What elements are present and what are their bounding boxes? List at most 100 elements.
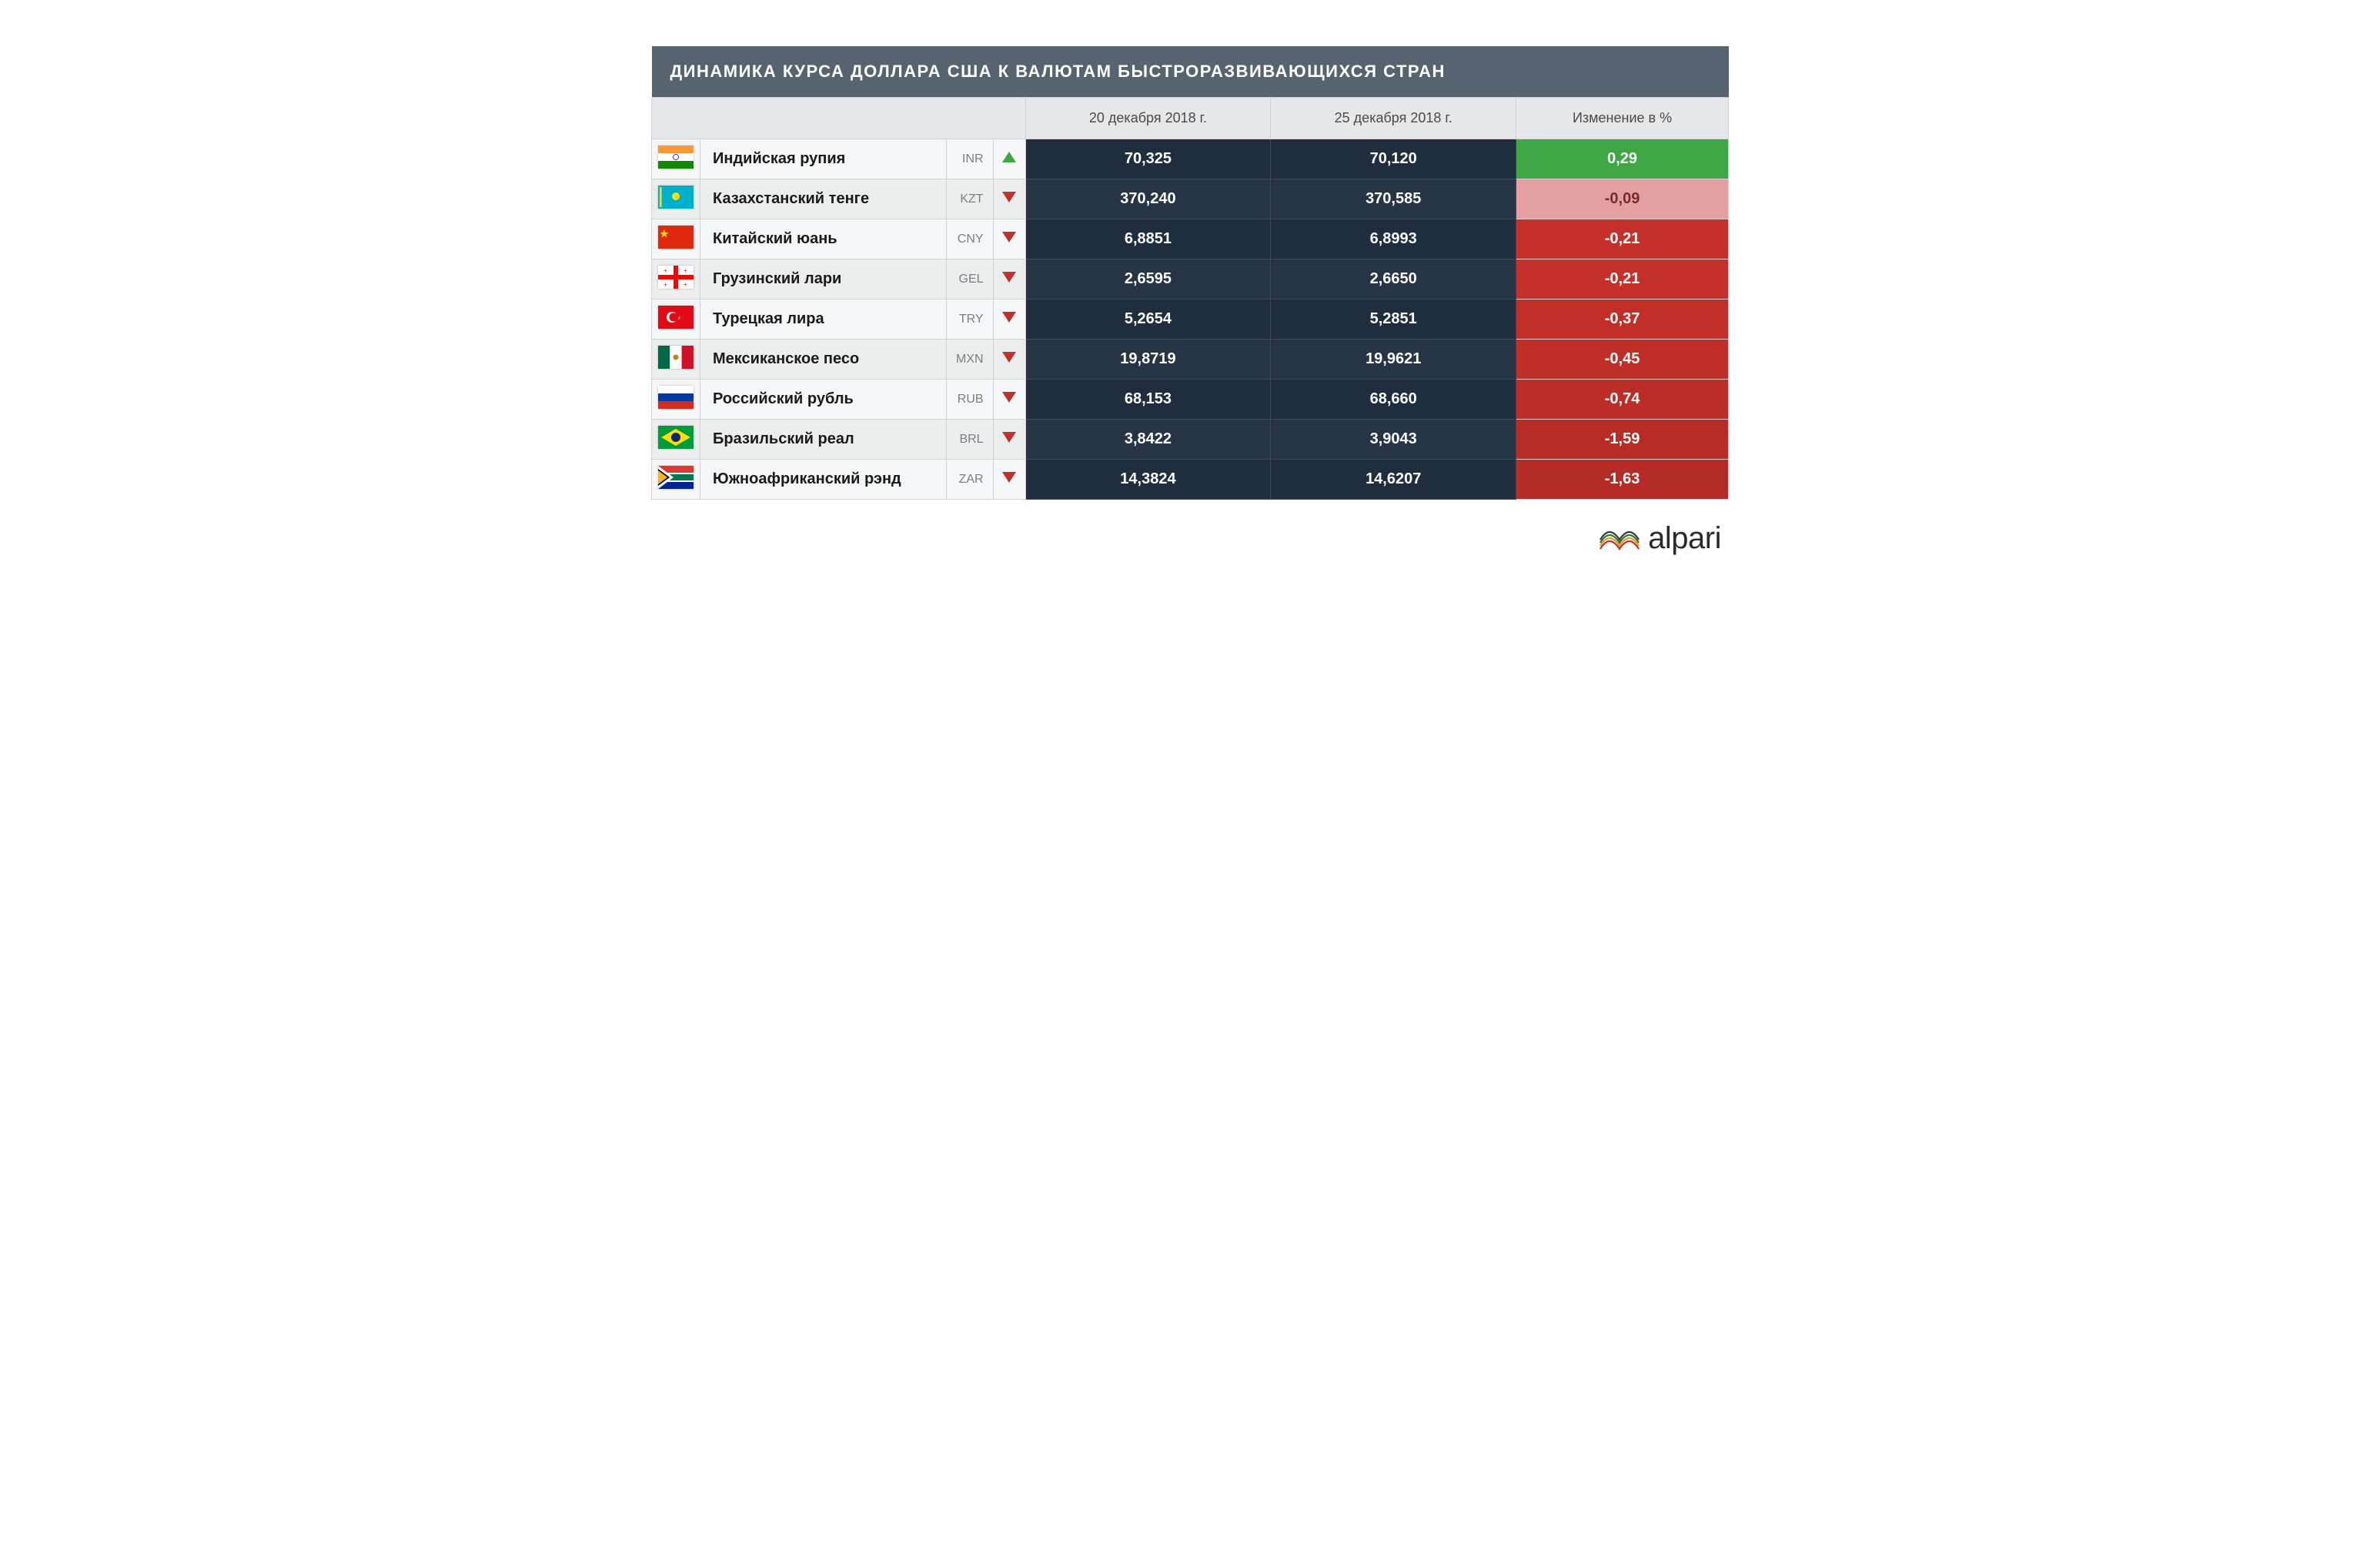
change-percent: -0,37 xyxy=(1516,299,1729,340)
trend-cell xyxy=(993,380,1025,420)
svg-text:+: + xyxy=(664,281,667,288)
arrow-down-icon xyxy=(1002,232,1016,243)
table-header-row: 20 декабря 2018 г. 25 декабря 2018 г. Из… xyxy=(652,98,1729,139)
china-flag-icon xyxy=(658,226,694,249)
currency-name: Казахстанский тенге xyxy=(700,179,947,219)
table-title: ДИНАМИКА КУРСА ДОЛЛАРА США К ВАЛЮТАМ БЫС… xyxy=(652,46,1729,98)
trend-cell xyxy=(993,460,1025,500)
currency-name: Турецкая лира xyxy=(700,299,947,340)
flag-cell xyxy=(652,299,700,340)
table-row: Южноафриканский рэндZAR14,382414,6207-1,… xyxy=(652,460,1729,500)
currency-code: RUB xyxy=(947,380,994,420)
alpari-logo-icon xyxy=(1599,524,1640,554)
header-blank xyxy=(652,98,1026,139)
currency-name: Бразильский реал xyxy=(700,420,947,460)
flag-cell xyxy=(652,179,700,219)
currency-name: Грузинский лари xyxy=(700,259,947,299)
currency-rates-table: ДИНАМИКА КУРСА ДОЛЛАРА США К ВАЛЮТАМ БЫС… xyxy=(651,46,1729,500)
currency-code: INR xyxy=(947,139,994,179)
trend-cell xyxy=(993,259,1025,299)
table-row: Китайский юаньCNY 6,88516,8993-0,21 xyxy=(652,219,1729,259)
value-date1: 14,3824 xyxy=(1025,460,1271,500)
currency-code: BRL xyxy=(947,420,994,460)
arrow-down-icon xyxy=(1002,192,1016,202)
change-percent: 0,29 xyxy=(1516,139,1729,179)
change-percent: -0,21 xyxy=(1516,219,1729,259)
value-date2: 3,9043 xyxy=(1271,420,1516,460)
mexico-flag-icon xyxy=(658,346,694,369)
trend-cell xyxy=(993,219,1025,259)
arrow-down-icon xyxy=(1002,312,1016,323)
trend-cell xyxy=(993,420,1025,460)
turkey-flag-icon xyxy=(658,306,694,329)
change-percent: -0,45 xyxy=(1516,340,1729,380)
value-date2: 6,8993 xyxy=(1271,219,1516,259)
flag-cell: + + + + xyxy=(652,259,700,299)
change-percent: -1,63 xyxy=(1516,460,1729,500)
arrow-down-icon xyxy=(1002,432,1016,443)
table-card: ДИНАМИКА КУРСА ДОЛЛАРА США К ВАЛЮТАМ БЫС… xyxy=(651,46,1729,557)
brand-footer: alpari xyxy=(651,521,1729,557)
table-row: Бразильский реалBRL 3,84223,9043-1,59 xyxy=(652,420,1729,460)
arrow-down-icon xyxy=(1002,352,1016,363)
value-date1: 5,2654 xyxy=(1025,299,1271,340)
currency-code: GEL xyxy=(947,259,994,299)
table-row: Турецкая лираTRY5,26545,2851-0,37 xyxy=(652,299,1729,340)
value-date1: 370,240 xyxy=(1025,179,1271,219)
arrow-down-icon xyxy=(1002,472,1016,483)
value-date1: 68,153 xyxy=(1025,380,1271,420)
value-date1: 70,325 xyxy=(1025,139,1271,179)
currency-code: KZT xyxy=(947,179,994,219)
change-percent: -0,21 xyxy=(1516,259,1729,299)
value-date1: 6,8851 xyxy=(1025,219,1271,259)
table-row: Мексиканское песоMXN 19,871919,9621-0,45 xyxy=(652,340,1729,380)
flag-cell xyxy=(652,219,700,259)
value-date2: 370,585 xyxy=(1271,179,1516,219)
india-flag-icon xyxy=(658,146,694,169)
header-change: Изменение в % xyxy=(1516,98,1729,139)
table-row: Российский рубльRUB 68,15368,660-0,74 xyxy=(652,380,1729,420)
currency-code: MXN xyxy=(947,340,994,380)
table-row: Индийская рупияINR 70,32570,1200,29 xyxy=(652,139,1729,179)
flag-cell xyxy=(652,460,700,500)
svg-text:+: + xyxy=(664,267,667,274)
currency-name: Индийская рупия xyxy=(700,139,947,179)
brand-name: alpari xyxy=(1648,521,1721,556)
flag-cell xyxy=(652,340,700,380)
currency-name: Российский рубль xyxy=(700,380,947,420)
trend-cell xyxy=(993,299,1025,340)
value-date2: 70,120 xyxy=(1271,139,1516,179)
value-date2: 5,2851 xyxy=(1271,299,1516,340)
header-date1: 20 декабря 2018 г. xyxy=(1025,98,1271,139)
arrow-up-icon xyxy=(1002,152,1016,162)
svg-text:+: + xyxy=(684,267,687,274)
svg-text:+: + xyxy=(684,281,687,288)
change-percent: -1,59 xyxy=(1516,420,1729,460)
header-date2: 25 декабря 2018 г. xyxy=(1271,98,1516,139)
value-date1: 3,8422 xyxy=(1025,420,1271,460)
table-row: Казахстанский тенгеKZT370,240370,585-0,0… xyxy=(652,179,1729,219)
flag-cell xyxy=(652,380,700,420)
value-date2: 14,6207 xyxy=(1271,460,1516,500)
change-percent: -0,74 xyxy=(1516,380,1729,420)
trend-cell xyxy=(993,340,1025,380)
arrow-down-icon xyxy=(1002,392,1016,403)
currency-code: CNY xyxy=(947,219,994,259)
georgia-flag-icon: + + + + xyxy=(658,266,694,289)
value-date1: 19,8719 xyxy=(1025,340,1271,380)
value-date2: 19,9621 xyxy=(1271,340,1516,380)
brazil-flag-icon xyxy=(658,426,694,449)
currency-name: Мексиканское песо xyxy=(700,340,947,380)
kazakhstan-flag-icon xyxy=(658,186,694,209)
flag-cell xyxy=(652,139,700,179)
russia-flag-icon xyxy=(658,386,694,409)
trend-cell xyxy=(993,179,1025,219)
trend-cell xyxy=(993,139,1025,179)
currency-name: Китайский юань xyxy=(700,219,947,259)
value-date2: 2,6650 xyxy=(1271,259,1516,299)
value-date2: 68,660 xyxy=(1271,380,1516,420)
currency-name: Южноафриканский рэнд xyxy=(700,460,947,500)
table-row: ++++Грузинский лариGEL2,65952,6650-0,21 xyxy=(652,259,1729,299)
brand-logo: alpari xyxy=(1599,521,1721,556)
southafrica-flag-icon xyxy=(658,466,694,489)
